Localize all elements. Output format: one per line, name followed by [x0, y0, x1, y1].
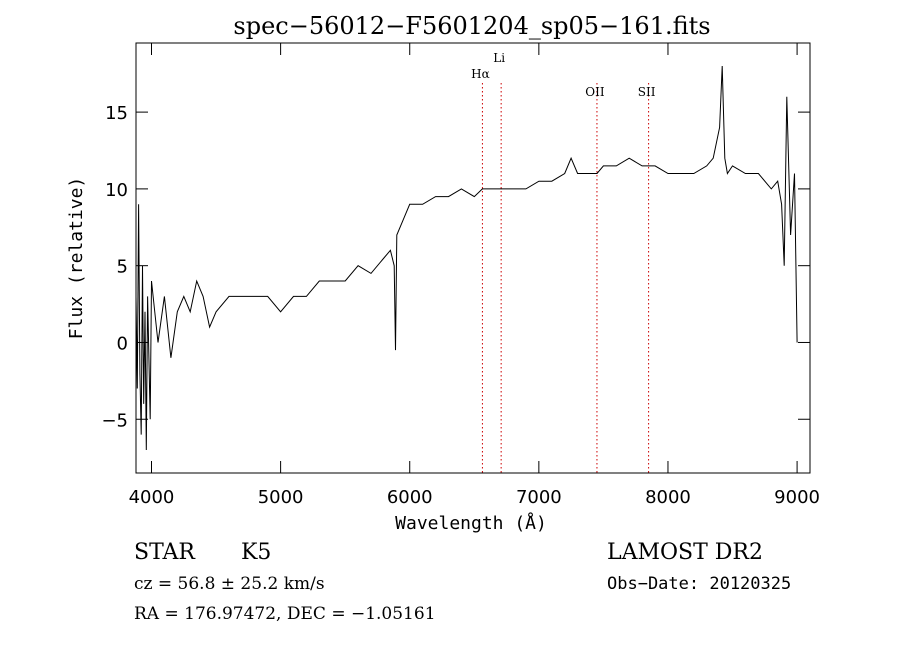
y-tick-label: 0: [117, 333, 128, 354]
survey-name: LAMOST DR2: [607, 540, 763, 565]
x-axis: 4000 5000 6000 7000 8000 9000: [129, 43, 820, 508]
obs-date: Obs−Date: 20120325: [607, 574, 791, 594]
spectral-line-label: SII: [638, 85, 656, 99]
spectral-line-label: Hα: [471, 67, 490, 81]
x-tick-label: 5000: [258, 487, 304, 508]
y-tick-label: 10: [105, 180, 128, 201]
y-axis: −5 0 5 10 15: [101, 103, 810, 431]
y-tick-label: 5: [117, 257, 128, 278]
coordinates: RA = 176.97472, DEC = −1.05161: [134, 604, 436, 624]
x-tick-label: 7000: [516, 487, 562, 508]
chart-title: spec−56012−F5601204_sp05−161.fits: [233, 12, 710, 40]
x-tick-label: 9000: [774, 487, 820, 508]
subclass: K5: [241, 540, 271, 565]
x-tick-label: 4000: [129, 487, 175, 508]
spectral-line-label: Li: [493, 51, 505, 65]
object-class: STAR: [134, 540, 196, 565]
x-axis-label: Wavelength (Å): [395, 512, 547, 534]
y-tick-label: 15: [105, 103, 128, 124]
x-tick-label: 8000: [645, 487, 691, 508]
y-axis-label: Flux (relative): [66, 177, 87, 340]
y-tick-label: −5: [101, 410, 128, 431]
x-tick-label: 6000: [387, 487, 433, 508]
plot-frame: [135, 42, 811, 474]
spectral-line-label: OII: [585, 85, 605, 99]
spectrum-series: [135, 65, 798, 451]
cz-value: cz = 56.8 ± 25.2 km/s: [134, 574, 325, 594]
